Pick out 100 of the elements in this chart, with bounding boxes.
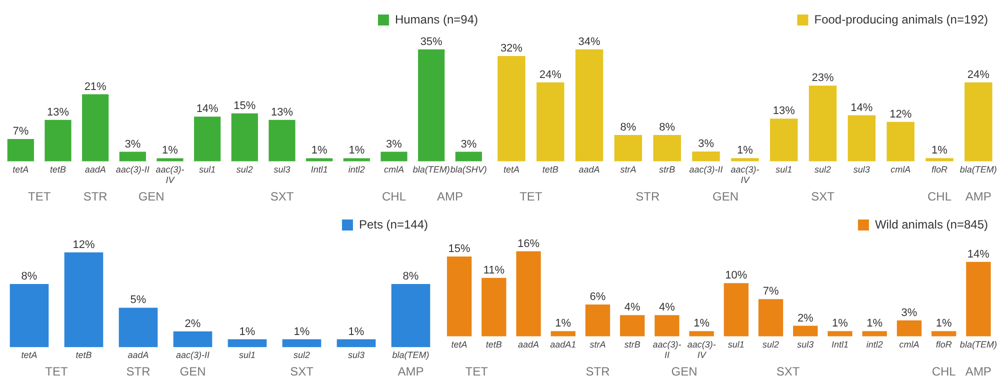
x-tick-label: aadA bbox=[84, 164, 106, 174]
text: GEN bbox=[671, 364, 698, 378]
text: GEN bbox=[712, 189, 738, 204]
bar bbox=[418, 49, 445, 162]
bar bbox=[620, 315, 645, 336]
text: SXT bbox=[776, 364, 800, 378]
bar bbox=[793, 326, 818, 336]
data-label: 1% bbox=[694, 318, 710, 330]
data-label: 35% bbox=[420, 36, 443, 48]
bar bbox=[380, 152, 408, 162]
data-label: 16% bbox=[518, 238, 540, 250]
data-label: 32% bbox=[500, 42, 523, 55]
bar bbox=[585, 304, 610, 336]
data-label: 5% bbox=[130, 294, 146, 306]
x-tick-label: sul1 bbox=[776, 164, 792, 174]
data-label: 2% bbox=[184, 318, 201, 330]
text: STR bbox=[586, 364, 610, 378]
legend-label: Pets (n=144) bbox=[358, 217, 428, 232]
x-tick-label: bla(TEM) bbox=[960, 339, 997, 350]
x-tick-label: aac(3)-IV bbox=[730, 164, 760, 186]
text: SXT bbox=[290, 364, 314, 378]
x-tick-label: tetA bbox=[21, 350, 38, 360]
bar bbox=[689, 331, 714, 336]
text: GEN bbox=[180, 364, 206, 378]
x-tick-label: sul2 bbox=[236, 164, 253, 174]
x-tick-label: strB bbox=[659, 164, 676, 174]
bar bbox=[64, 252, 104, 348]
data-label: 1% bbox=[555, 318, 572, 330]
x-tick-label: sul1 bbox=[238, 350, 256, 360]
bar bbox=[932, 331, 956, 336]
data-label: 11% bbox=[483, 264, 505, 276]
bar bbox=[653, 135, 681, 162]
text: AMP bbox=[398, 364, 424, 378]
data-label: 2% bbox=[797, 312, 814, 324]
data-label: 1% bbox=[832, 318, 848, 330]
data-label: 7% bbox=[12, 126, 29, 138]
data-label: 3% bbox=[386, 138, 402, 150]
x-tick-label: floR bbox=[936, 339, 952, 350]
data-label: 8% bbox=[402, 270, 419, 283]
bar bbox=[82, 94, 109, 162]
bar bbox=[228, 339, 267, 348]
data-label: 1% bbox=[348, 144, 365, 157]
x-tick-label: aadA1 bbox=[550, 339, 576, 350]
data-label: 1% bbox=[348, 326, 364, 338]
bar bbox=[119, 152, 146, 162]
data-label: 8% bbox=[620, 122, 636, 134]
text: TET bbox=[45, 364, 68, 378]
legend-label: Food-producing animals (n=192) bbox=[814, 12, 988, 26]
bar bbox=[10, 284, 49, 348]
x-tick-label: tetA bbox=[12, 164, 29, 174]
bar bbox=[306, 158, 333, 162]
text: CHL bbox=[928, 189, 952, 204]
bar bbox=[896, 320, 922, 336]
x-tick-label: tetB bbox=[486, 339, 502, 350]
data-label: 3% bbox=[901, 306, 918, 319]
data-label: 13% bbox=[46, 106, 70, 118]
legend-label: Wild animals (n=845) bbox=[874, 217, 988, 232]
data-label: 12% bbox=[890, 108, 912, 120]
data-label: 1% bbox=[239, 326, 256, 338]
bar bbox=[173, 331, 212, 348]
x-tick-label: aac(3)-II bbox=[116, 164, 150, 174]
bar bbox=[614, 135, 642, 162]
data-label: 4% bbox=[624, 302, 641, 314]
data-label: 1% bbox=[936, 318, 952, 330]
bar bbox=[482, 278, 506, 336]
text: TET bbox=[465, 364, 489, 378]
bar bbox=[966, 262, 991, 336]
data-label: 8% bbox=[21, 270, 38, 283]
data-label: 34% bbox=[578, 36, 601, 48]
x-tick-label: sul2 bbox=[814, 164, 832, 174]
x-tick-label: tetB bbox=[76, 350, 92, 360]
x-tick-label: aadA bbox=[578, 164, 600, 174]
text: AMP bbox=[965, 364, 992, 378]
x-tick-label: cmlA bbox=[899, 339, 920, 350]
x-tick-label: strB bbox=[624, 339, 640, 350]
x-tick-label: sul2 bbox=[293, 350, 310, 360]
data-label: 8% bbox=[659, 122, 676, 134]
data-label: 1% bbox=[294, 326, 310, 338]
bar bbox=[536, 82, 564, 162]
bar bbox=[391, 284, 430, 348]
data-label: 14% bbox=[850, 102, 873, 114]
bar bbox=[156, 158, 184, 162]
x-tick-label: tetA bbox=[503, 164, 520, 174]
x-tick-label: aadA bbox=[518, 339, 540, 350]
x-tick-label: strA bbox=[620, 164, 636, 174]
text: TET bbox=[520, 189, 543, 204]
text: SXT bbox=[811, 189, 836, 204]
data-label: 1% bbox=[932, 144, 948, 157]
x-tick-label: intl2 bbox=[348, 164, 365, 174]
bar bbox=[268, 120, 296, 162]
x-tick-label: cmlA bbox=[384, 164, 404, 174]
x-tick-label: Intl1 bbox=[310, 164, 328, 174]
data-label: 12% bbox=[72, 238, 95, 251]
bar bbox=[862, 331, 887, 336]
x-tick-label: aadA bbox=[128, 350, 149, 360]
text: CHL bbox=[932, 364, 956, 378]
x-tick-label: sul3 bbox=[853, 164, 870, 174]
bar bbox=[692, 152, 720, 162]
data-label: 1% bbox=[162, 144, 178, 157]
data-label: 13% bbox=[772, 105, 796, 118]
